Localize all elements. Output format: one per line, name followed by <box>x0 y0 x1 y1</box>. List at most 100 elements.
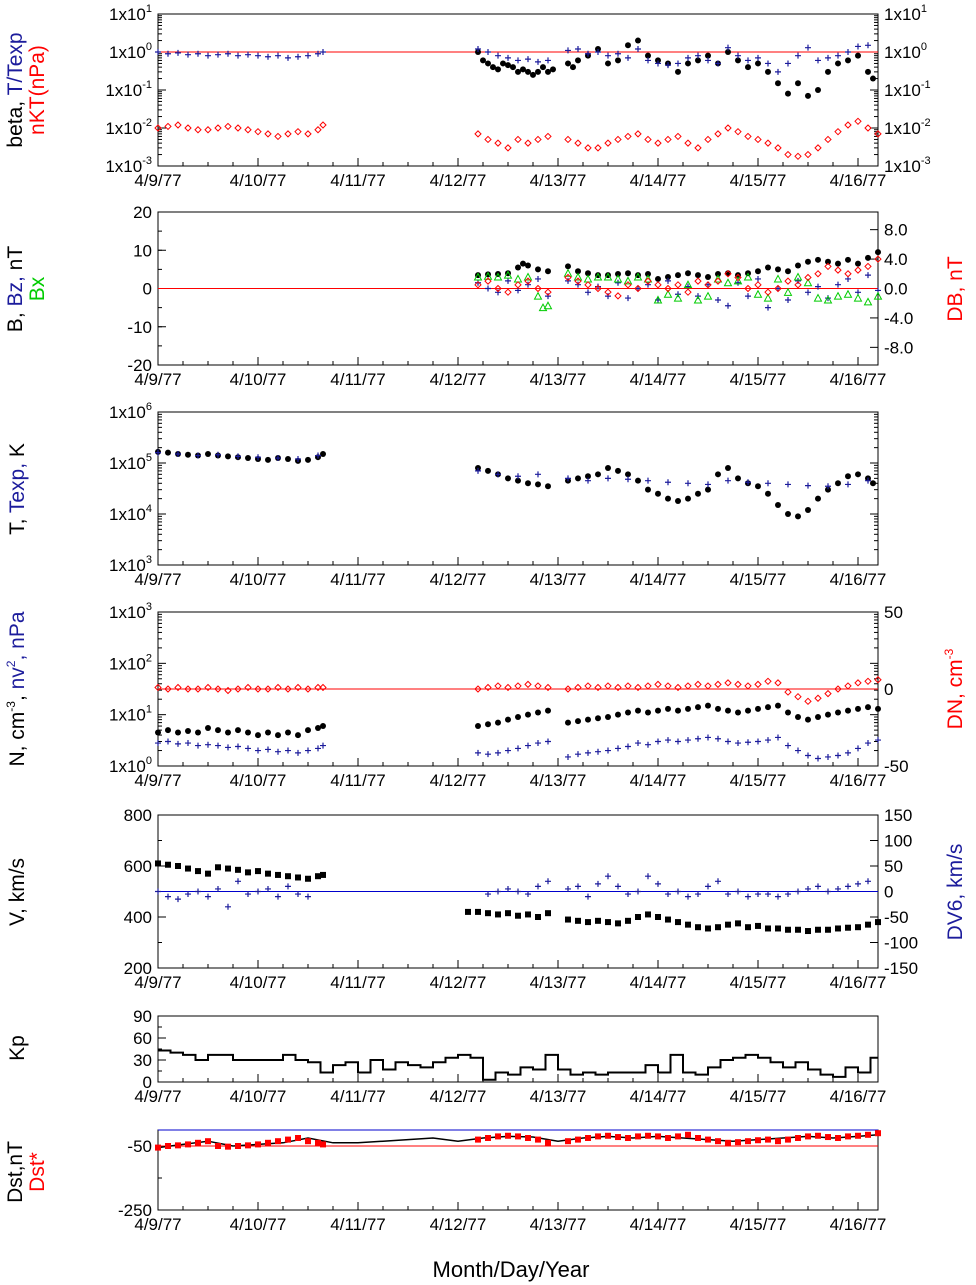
x-tick-label: 4/12/77 <box>430 370 487 389</box>
data-point <box>515 57 521 64</box>
data-point <box>494 682 502 690</box>
data-point <box>265 1139 271 1146</box>
data-point <box>515 888 521 895</box>
data-point <box>550 66 556 73</box>
data-point <box>845 256 851 263</box>
data-point <box>665 495 671 502</box>
data-point <box>475 1136 481 1143</box>
data-point <box>604 682 612 690</box>
y-tick-label: -10 <box>127 318 152 337</box>
data-point <box>764 677 772 686</box>
data-point <box>813 293 823 302</box>
data-point <box>683 280 693 289</box>
data-point <box>725 477 731 484</box>
x-tick-label: 4/15/77 <box>730 973 787 992</box>
data-point <box>775 925 781 932</box>
data-point <box>685 270 691 277</box>
data-point <box>864 677 872 686</box>
data-point <box>205 52 211 59</box>
data-point <box>845 883 851 890</box>
data-point <box>615 920 621 927</box>
data-point <box>320 723 326 730</box>
data-point <box>184 124 192 132</box>
data-point <box>154 124 162 132</box>
y2-tick-label: -4.0 <box>884 309 913 328</box>
data-point <box>635 37 641 44</box>
data-point <box>725 44 731 51</box>
data-point <box>634 683 642 692</box>
data-point <box>513 274 523 283</box>
data-point <box>714 680 722 689</box>
data-point <box>305 727 311 734</box>
data-point <box>805 716 811 723</box>
svg-text:nKT(nPa): nKT(nPa) <box>26 45 49 135</box>
data-point <box>835 281 841 288</box>
data-point <box>515 473 521 480</box>
data-point <box>653 295 663 304</box>
data-point <box>865 921 871 928</box>
y-tick-label: 1x10-3 <box>105 155 152 176</box>
panel-7: 4/9/77 4/10/77 4/11/77 4/12/77 4/13/77 4/14/7… <box>118 1129 886 1234</box>
svg-text:Kp: Kp <box>6 1035 29 1061</box>
y2-tick-label: 0 <box>884 883 893 902</box>
data-point <box>564 685 572 693</box>
panel-1: 4/9/77 4/10/77 4/11/77 4/12/77 4/13/77 4/14/7… <box>105 3 930 190</box>
data-point <box>215 451 221 458</box>
data-point <box>745 739 751 746</box>
data-point <box>319 121 327 129</box>
data-point <box>725 49 731 55</box>
data-point <box>265 729 271 736</box>
data-point <box>320 49 326 55</box>
y2-tick-label: 0.0 <box>884 280 908 299</box>
data-point <box>245 729 251 736</box>
data-point <box>623 276 633 285</box>
data-point <box>475 467 481 474</box>
data-point <box>765 60 771 67</box>
data-point <box>853 293 863 302</box>
data-point <box>665 274 671 281</box>
x-tick-label: 4/14/77 <box>630 171 687 190</box>
y-tick-label: 60 <box>133 1029 152 1048</box>
data-point <box>155 740 161 747</box>
data-point <box>205 893 211 900</box>
data-point <box>275 455 281 462</box>
data-point <box>165 449 171 456</box>
x-tick-label: 4/11/77 <box>330 570 385 589</box>
data-point <box>714 277 722 285</box>
data-point <box>795 262 801 269</box>
data-point <box>695 735 701 742</box>
data-point <box>674 132 682 141</box>
data-point <box>575 475 581 482</box>
series-b <box>475 249 881 282</box>
svg-text:N, cm-3, nv2, nPa: N, cm-3, nv2, nPa <box>4 611 29 766</box>
x-tick-label: 4/10/77 <box>230 973 287 992</box>
data-point <box>295 455 301 462</box>
data-point <box>515 1133 521 1140</box>
data-point <box>845 749 851 756</box>
series-dn <box>154 676 882 706</box>
data-point <box>485 891 491 898</box>
data-point <box>565 885 571 892</box>
data-point <box>744 284 752 293</box>
data-point <box>645 57 651 64</box>
data-point <box>515 264 521 271</box>
data-point <box>155 449 161 456</box>
x-tick-label: 4/14/77 <box>630 570 687 589</box>
data-point <box>844 121 852 129</box>
data-point <box>725 707 731 714</box>
data-point <box>625 476 631 483</box>
y-tick-label: 20 <box>133 203 152 222</box>
data-point <box>845 707 851 714</box>
data-point <box>535 68 541 75</box>
data-point <box>775 1138 781 1145</box>
data-point <box>755 922 761 929</box>
data-point <box>805 506 811 513</box>
data-point <box>545 878 551 885</box>
data-point <box>684 288 692 296</box>
data-point <box>855 471 861 478</box>
data-point <box>764 139 772 147</box>
y-tick-label: 600 <box>124 857 152 876</box>
data-point <box>654 680 662 689</box>
data-point <box>304 685 312 693</box>
data-point <box>274 132 282 141</box>
